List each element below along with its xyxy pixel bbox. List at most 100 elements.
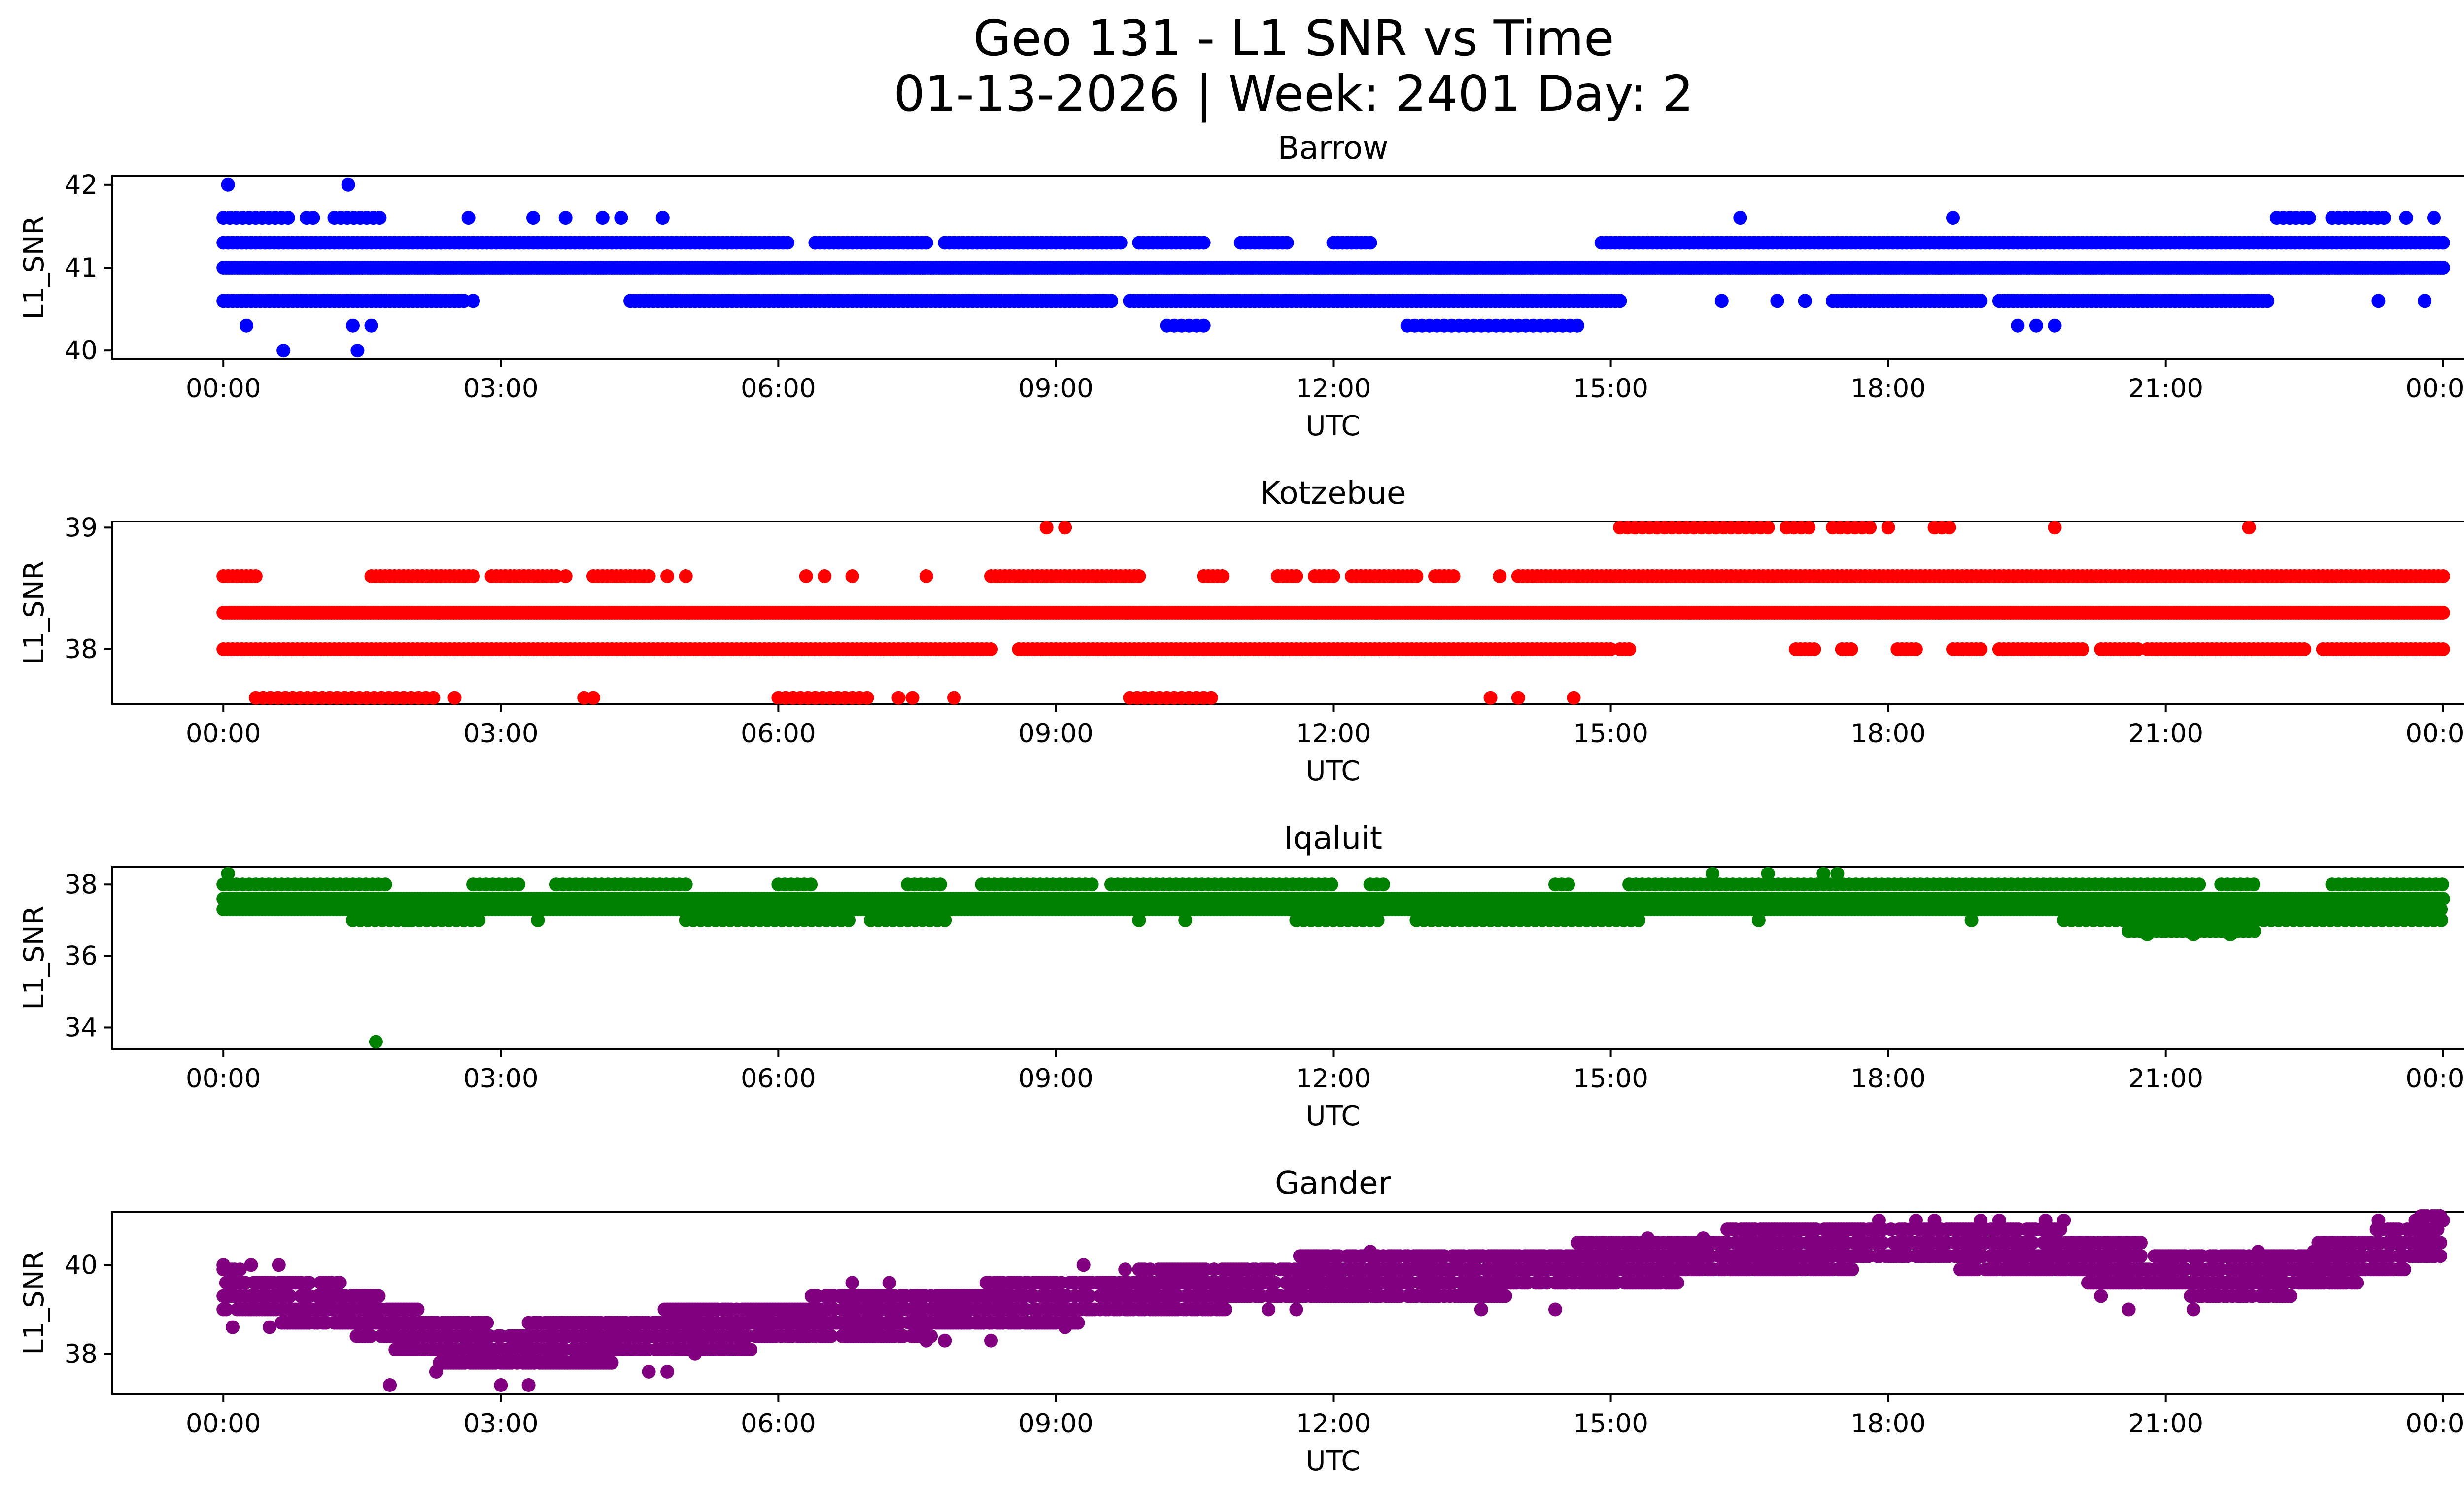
x-tick-label-barrow: 15:00 [1573, 374, 1648, 404]
x-tick-label-barrow: 18:00 [1850, 374, 1926, 404]
data-point-barrow [2427, 211, 2441, 225]
data-point-kotzebue [1511, 691, 1525, 705]
data-point-kotzebue [984, 642, 998, 656]
data-point-kotzebue [891, 691, 906, 705]
y-tick-label-kotzebue: 39 [65, 513, 98, 543]
data-point-barrow [306, 211, 320, 225]
scatter-barrow [216, 177, 2450, 358]
data-point-barrow [1714, 294, 1729, 308]
data-point-barrow [2302, 211, 2316, 225]
data-point-kotzebue [1567, 691, 1581, 705]
data-point-barrow [221, 177, 235, 192]
data-point-kotzebue [2048, 521, 2062, 535]
data-point-kotzebue [1909, 642, 1923, 656]
data-point-kotzebue [1204, 691, 1218, 705]
data-point-barrow [1733, 211, 1747, 225]
data-point-kotzebue [860, 691, 874, 705]
x-tick-label-kotzebue: 00:00 [2405, 719, 2464, 749]
data-point-iqaluit [1561, 877, 1575, 892]
data-point-kotzebue [1058, 521, 1072, 535]
data-point-barrow [1974, 294, 1988, 308]
x-tick-label-kotzebue: 09:00 [1018, 719, 1094, 749]
data-point-barrow [1280, 236, 1294, 250]
data-point-barrow [2436, 261, 2450, 275]
chart-title-line2: 01-13-2026 | Week: 2401 Day: 2 [893, 65, 1693, 123]
data-point-iqaluit [1376, 877, 1390, 892]
data-point-iqaluit [804, 877, 818, 892]
data-point-barrow [281, 211, 295, 225]
data-point-kotzebue [947, 691, 961, 705]
data-point-kotzebue [1974, 642, 1988, 656]
x-tick-label-kotzebue: 15:00 [1573, 719, 1648, 749]
data-point-kotzebue [799, 569, 813, 583]
data-point-barrow [781, 236, 795, 250]
data-point-kotzebue [2242, 521, 2256, 535]
panel-title-iqaluit: Iqaluit [1284, 820, 1382, 857]
data-point-kotzebue [2075, 642, 2089, 656]
data-point-kotzebue [1622, 642, 1637, 656]
chart-title-line1: Geo 131 - L1 SNR vs Time [973, 9, 1614, 67]
data-point-kotzebue [1326, 569, 1340, 583]
data-point-barrow [346, 318, 360, 333]
panel-title-kotzebue: Kotzebue [1260, 475, 1406, 512]
data-point-barrow [1197, 236, 1211, 250]
data-point-kotzebue [2436, 569, 2450, 583]
data-point-kotzebue [1761, 521, 1775, 535]
data-point-barrow [614, 211, 628, 225]
data-point-barrow [364, 318, 378, 333]
data-point-kotzebue [1802, 521, 1816, 535]
data-point-iqaluit [679, 877, 693, 892]
data-point-kotzebue [1483, 691, 1498, 705]
data-point-barrow [919, 236, 933, 250]
data-point-kotzebue [905, 691, 920, 705]
x-tick-label-barrow: 03:00 [463, 374, 539, 404]
data-point-barrow [276, 344, 291, 358]
x-tick-label-barrow: 21:00 [2128, 374, 2203, 404]
data-point-barrow [1798, 294, 1812, 308]
x-axis-label-barrow: UTC [1305, 410, 1360, 442]
x-tick-label-barrow: 00:00 [186, 374, 261, 404]
y-tick-label-barrow: 40 [65, 336, 98, 366]
data-point-kotzebue [466, 569, 480, 583]
data-point-barrow [2029, 318, 2043, 333]
data-point-barrow [2418, 294, 2432, 308]
data-point-kotzebue [426, 691, 441, 705]
y-tick-label-barrow: 41 [65, 253, 98, 283]
data-point-kotzebue [1446, 569, 1461, 583]
data-point-barrow [1363, 236, 1377, 250]
data-point-kotzebue [2297, 642, 2312, 656]
data-point-kotzebue [2436, 606, 2450, 620]
data-point-kotzebue [2436, 642, 2450, 656]
x-tick-label-kotzebue: 18:00 [1850, 719, 1926, 749]
data-point-barrow [1104, 294, 1118, 308]
data-point-barrow [1613, 294, 1627, 308]
data-point-barrow [341, 177, 355, 192]
x-tick-label-barrow: 09:00 [1018, 374, 1094, 404]
data-point-barrow [1113, 236, 1128, 250]
data-point-kotzebue [1409, 569, 1424, 583]
data-point-barrow [595, 211, 610, 225]
data-point-kotzebue [919, 569, 933, 583]
data-point-kotzebue [1289, 569, 1303, 583]
data-point-barrow [1770, 294, 1784, 308]
data-point-kotzebue [1844, 642, 1858, 656]
data-point-kotzebue [558, 569, 573, 583]
x-tick-label-barrow: 12:00 [1296, 374, 1371, 404]
data-point-barrow [2436, 236, 2450, 250]
data-point-kotzebue [586, 691, 600, 705]
data-point-barrow [2399, 211, 2413, 225]
data-point-kotzebue [818, 569, 832, 583]
y-axis-label-kotzebue: L1_SNR [18, 560, 50, 664]
x-tick-label-barrow: 00:00 [2405, 374, 2464, 404]
data-point-kotzebue [447, 691, 462, 705]
data-point-barrow [2260, 294, 2275, 308]
x-tick-label-kotzebue: 12:00 [1296, 719, 1371, 749]
x-tick-label-kotzebue: 21:00 [2128, 719, 2203, 749]
data-point-kotzebue [1493, 569, 1507, 583]
data-point-kotzebue [1132, 569, 1146, 583]
data-point-kotzebue [1215, 569, 1230, 583]
data-point-iqaluit [378, 877, 392, 892]
data-point-barrow [1571, 318, 1584, 333]
